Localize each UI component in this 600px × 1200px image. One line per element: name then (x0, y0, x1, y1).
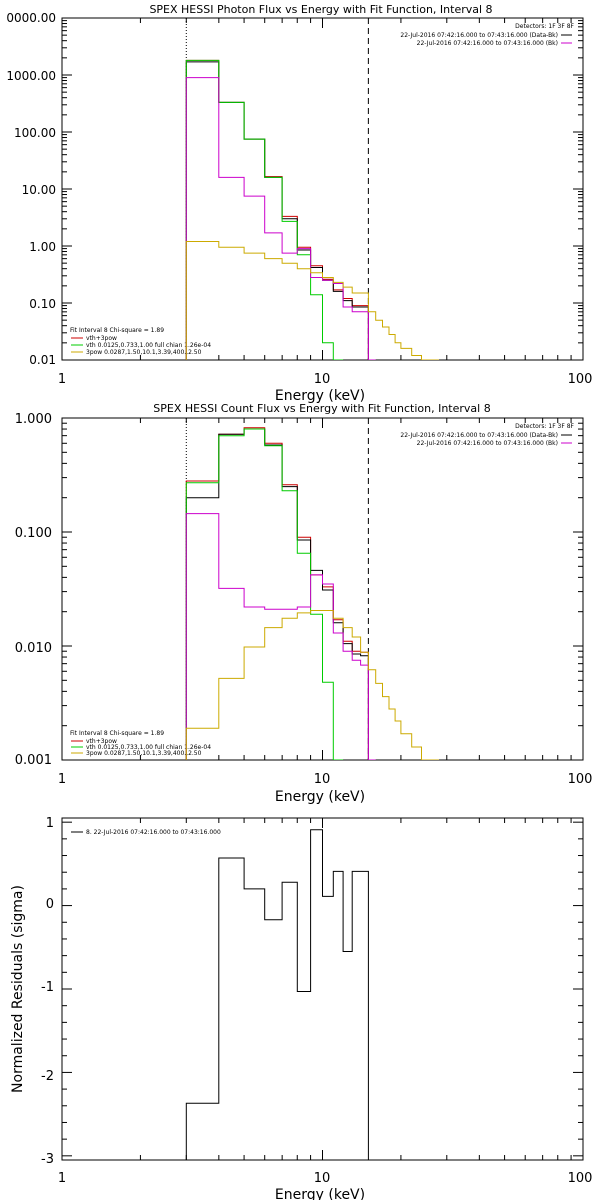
photon-y-tick-label: 1.00 (29, 240, 56, 254)
count-x-tick-label: 10 (314, 772, 331, 787)
count-plot-area (61, 417, 584, 761)
residuals-x-tick-label: 10 (314, 1171, 331, 1186)
count-legend-header: Detectors: 1F 3F 8F (515, 423, 574, 430)
photon-legend-entry: vth+3pow (86, 335, 117, 342)
photon-y-axis: 0000.00 1000.00 100.00 10.00 1.00 0.10 0… (6, 11, 56, 367)
photon-x-tick-label: 10 (314, 372, 331, 387)
photon-y-tick-label: 10.00 (22, 183, 56, 197)
photon-flux-panel: SPEX HESSI Photon Flux vs Energy with Fi… (6, 3, 592, 404)
photon-y-tick-label: 0000.00 (6, 11, 56, 25)
count-y-tick-label: 1.000 (15, 412, 52, 427)
photon-y-tick-label: 100.00 (14, 126, 56, 140)
photon-x-tick-label: 100 (568, 372, 593, 387)
photon-x-axis: 1 10 100 Energy (keV) (58, 372, 593, 404)
count-y-tick-label: 0.100 (15, 526, 52, 541)
residuals-x-axis: 1 10 100 Energy (keV) (58, 1171, 593, 1200)
count-legend-entry: 3pow 0.0287,1.50,10.1,3.39,400.,2.50 (86, 750, 202, 757)
photon-y-tick-label: 0.01 (29, 353, 56, 367)
residuals-series-group (185, 829, 369, 1160)
photon-y-tick-label: 1000.00 (6, 69, 56, 83)
photon-series-bk (185, 77, 376, 360)
residuals-x-axis-label: Energy (keV) (275, 1187, 365, 1200)
residuals-y-tick-label: -1 (41, 980, 54, 995)
count-x-tick-label: 1 (58, 772, 66, 787)
photon-legend-entry: 3pow 0.0287,1.50,10.1,3.39,400.,2.50 (86, 349, 202, 356)
residuals-legend-entry: 8. 22-Jul-2016 07:42:16.000 to 07:43:16.… (86, 829, 221, 836)
residuals-y-tick-label: -2 (41, 1069, 54, 1084)
photon-series-3pow (185, 241, 439, 360)
count-series-3pow (185, 610, 439, 760)
photon-x-tick-label: 1 (58, 372, 66, 387)
residuals-y-axis: Normalized Residuals (sigma) 1 0 -1 -2 -… (10, 816, 54, 1167)
residuals-y-axis-label: Normalized Residuals (sigma) (10, 885, 26, 1093)
residuals-y-tick-label: 1 (46, 816, 54, 831)
count-legend-entry: 22-Jul-2016 07:42:16.000 to 07:43:16.000… (400, 432, 558, 439)
count-series-bk (185, 513, 376, 760)
count-series-group (185, 427, 439, 760)
residuals-x-tick-label: 100 (568, 1171, 593, 1186)
photon-plot-area (61, 17, 584, 361)
photon-series-group (185, 59, 439, 360)
count-y-axis: 1.000 0.100 0.010 0.001 (15, 412, 52, 768)
photon-legend-entry: 22-Jul-2016 07:42:16.000 to 07:43:16.000… (400, 32, 558, 39)
count-series-vth (185, 428, 344, 760)
photon-legend-right: Detectors: 1F 3F 8F 22-Jul-2016 07:42:16… (400, 23, 574, 47)
count-legend-entry: vth+3pow (86, 738, 117, 745)
residuals-panel: Normalized Residuals (sigma) 1 0 -1 -2 -… (10, 816, 592, 1200)
count-legend-left: Fit Interval 8 Chi-square = 1.89 vth+3po… (70, 730, 211, 757)
residuals-y-tick-label: 0 (46, 897, 54, 912)
count-chart-title: SPEX HESSI Count Flux vs Energy with Fit… (153, 402, 490, 415)
residuals-legend: 8. 22-Jul-2016 07:42:16.000 to 07:43:16.… (71, 829, 221, 836)
residuals-x-tick-label: 1 (58, 1171, 66, 1186)
photon-chart-title: SPEX HESSI Photon Flux vs Energy with Fi… (149, 3, 492, 16)
photon-legend-entry: vth 0.0125,0.733,1.00 full chian 1.26e-0… (86, 342, 211, 349)
photon-legend-left: Fit Interval 8 Chi-square = 1.89 vth+3po… (70, 327, 211, 356)
photon-legend-fit-header: Fit Interval 8 Chi-square = 1.89 (70, 327, 164, 334)
photon-y-tick-label: 0.10 (29, 297, 56, 311)
count-y-tick-label: 0.001 (15, 753, 52, 768)
photon-legend-entry: 22-Jul-2016 07:42:16.000 to 07:43:16.000… (417, 40, 558, 47)
count-x-axis-label: Energy (keV) (275, 789, 365, 805)
count-x-axis: 1 10 100 Energy (keV) (58, 772, 593, 805)
residuals-series-8-22-jul-2016-07-42-16-000-to-07-43-16-000 (185, 829, 369, 1160)
residuals-plot-area (61, 818, 584, 1160)
count-flux-panel: SPEX HESSI Count Flux vs Energy with Fit… (15, 402, 593, 805)
photon-legend-header: Detectors: 1F 3F 8F (515, 23, 574, 30)
count-legend-right: Detectors: 1F 3F 8F 22-Jul-2016 07:42:16… (400, 423, 574, 447)
count-legend-entry: vth 0.0125,0.733,1.00 full chian 1.26e-0… (86, 744, 211, 751)
count-legend-entry: 22-Jul-2016 07:42:16.000 to 07:43:16.000… (417, 440, 558, 447)
count-legend-fit-header: Fit Interval 8 Chi-square = 1.89 (70, 730, 164, 737)
photon-x-axis-label: Energy (keV) (275, 388, 365, 404)
residuals-y-tick-label: -3 (41, 1152, 54, 1167)
count-x-tick-label: 100 (568, 772, 593, 787)
count-y-tick-label: 0.010 (15, 641, 52, 656)
